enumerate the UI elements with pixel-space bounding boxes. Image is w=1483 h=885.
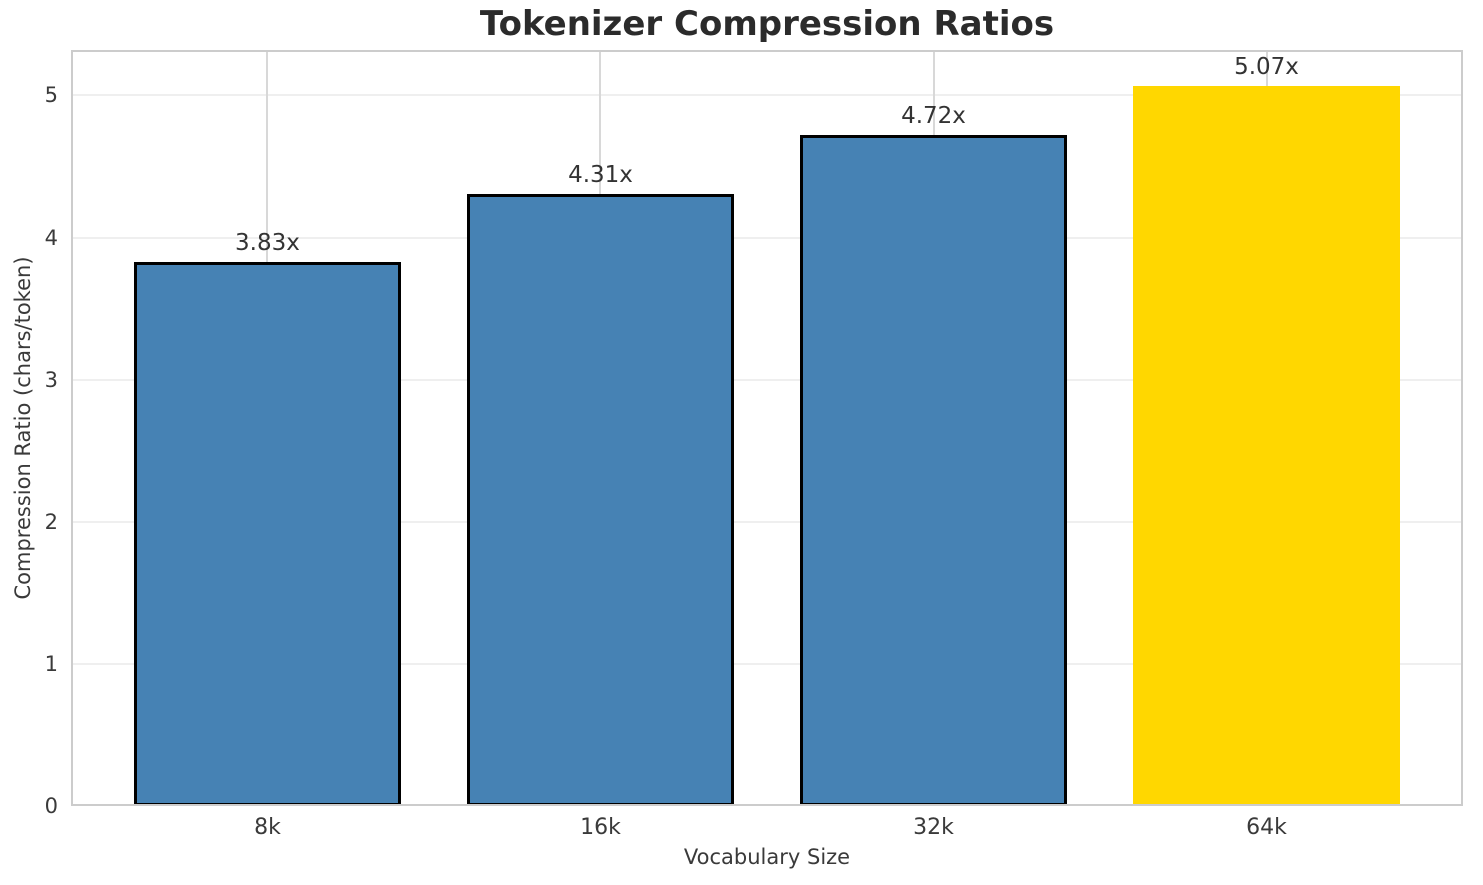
x-tick-label: 32k <box>913 815 954 840</box>
y-tick-label: 4 <box>44 225 58 250</box>
bar-value-label: 5.07x <box>1234 53 1299 80</box>
y-tick-label: 1 <box>44 651 58 676</box>
horizontal-gridline <box>71 662 1463 665</box>
y-tick-label: 0 <box>44 794 58 818</box>
x-tick-label: 8k <box>254 815 281 840</box>
horizontal-gridline <box>71 378 1463 381</box>
bar-value-label: 3.83x <box>235 229 300 256</box>
y-tick-label: 5 <box>44 83 58 108</box>
y-axis-label: Compression Ratio (chars/token) <box>11 256 35 600</box>
bar-8k <box>134 261 401 806</box>
horizontal-gridline <box>71 94 1463 97</box>
x-tick-label: 16k <box>580 815 621 840</box>
bar-32k <box>800 135 1067 806</box>
bar-value-label: 4.72x <box>901 103 966 130</box>
bar-16k <box>467 193 734 806</box>
bar-64k <box>1133 85 1400 806</box>
chart-title: Tokenizer Compression Ratios <box>479 4 1055 44</box>
bar-value-label: 4.31x <box>568 161 633 188</box>
x-axis-label: Vocabulary Size <box>683 845 851 869</box>
horizontal-gridline <box>71 520 1463 523</box>
horizontal-gridline <box>71 236 1463 239</box>
y-tick-label: 3 <box>44 367 58 392</box>
x-tick-label: 64k <box>1246 815 1287 840</box>
y-tick-label: 2 <box>44 509 58 534</box>
